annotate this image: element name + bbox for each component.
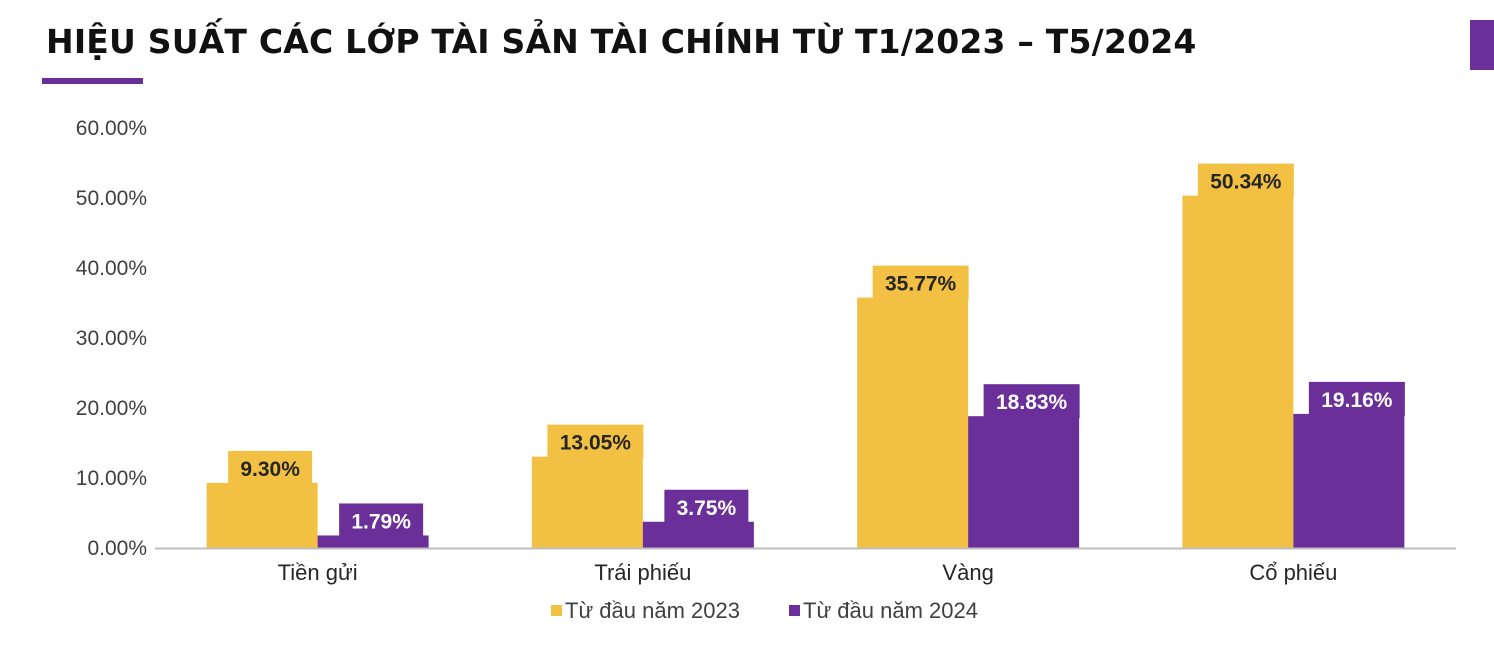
chart-title: HIỆU SUẤT CÁC LỚP TÀI SẢN TÀI CHÍNH TỪ T…: [46, 22, 1197, 61]
data-label: 19.16%: [1321, 389, 1393, 412]
x-tick-label: Tiền gửi: [278, 560, 358, 585]
data-label: 1.79%: [351, 510, 411, 533]
data-label-box: [547, 424, 644, 459]
data-label-box: [1308, 381, 1405, 416]
x-axis: Tiền gửi Trái phiếu Vàng Cổ phiếu: [155, 547, 1456, 585]
legend-swatch: [789, 605, 800, 616]
bar: [968, 416, 1080, 548]
y-tick-label: 50.00%: [76, 187, 147, 210]
data-label: 13.05%: [560, 432, 632, 455]
data-label: 50.34%: [1210, 171, 1282, 194]
y-tick-label: 10.00%: [76, 467, 147, 490]
data-label: 3.75%: [677, 497, 737, 520]
data-label: 9.30%: [240, 458, 300, 481]
data-label-box: [983, 384, 1080, 419]
bar: [531, 456, 643, 548]
data-label-box: [228, 450, 313, 485]
bar: [206, 482, 318, 548]
data-label-box: [1197, 163, 1294, 198]
y-axis: 0.00% 10.00% 20.00% 30.00% 40.00% 50.00% 60.00…: [76, 117, 147, 560]
data-label-box: [664, 489, 749, 524]
bar: [642, 521, 754, 548]
data-label-box: [872, 265, 969, 300]
y-tick-label: 30.00%: [76, 327, 147, 350]
corner-tab: [1470, 20, 1494, 70]
legend-swatch: [551, 605, 562, 616]
y-tick-label: 40.00%: [76, 257, 147, 280]
x-tick-label: Trái phiếu: [594, 560, 691, 585]
data-label: 35.77%: [885, 273, 957, 296]
legend: Từ đầu năm 2023 Từ đầu năm 2024: [551, 598, 978, 623]
bar: [317, 535, 429, 548]
bars: 9.30% 1.79% 13.05% 3.75% 35.77% 18.83% 50.34% 1…: [206, 163, 1405, 548]
y-tick-label: 60.00%: [76, 117, 147, 140]
legend-label: Từ đầu năm 2024: [803, 598, 978, 623]
y-tick-label: 20.00%: [76, 397, 147, 420]
x-tick-label: Cổ phiếu: [1249, 560, 1337, 585]
bar: [1182, 195, 1294, 548]
bar: [857, 297, 969, 548]
legend-label: Từ đầu năm 2023: [565, 598, 740, 623]
title-underline: [42, 78, 143, 84]
y-tick-label: 0.00%: [87, 537, 147, 560]
data-label: 18.83%: [996, 391, 1068, 414]
data-label-box: [339, 503, 424, 538]
bar: [1293, 413, 1405, 548]
x-tick-label: Vàng: [942, 560, 993, 585]
